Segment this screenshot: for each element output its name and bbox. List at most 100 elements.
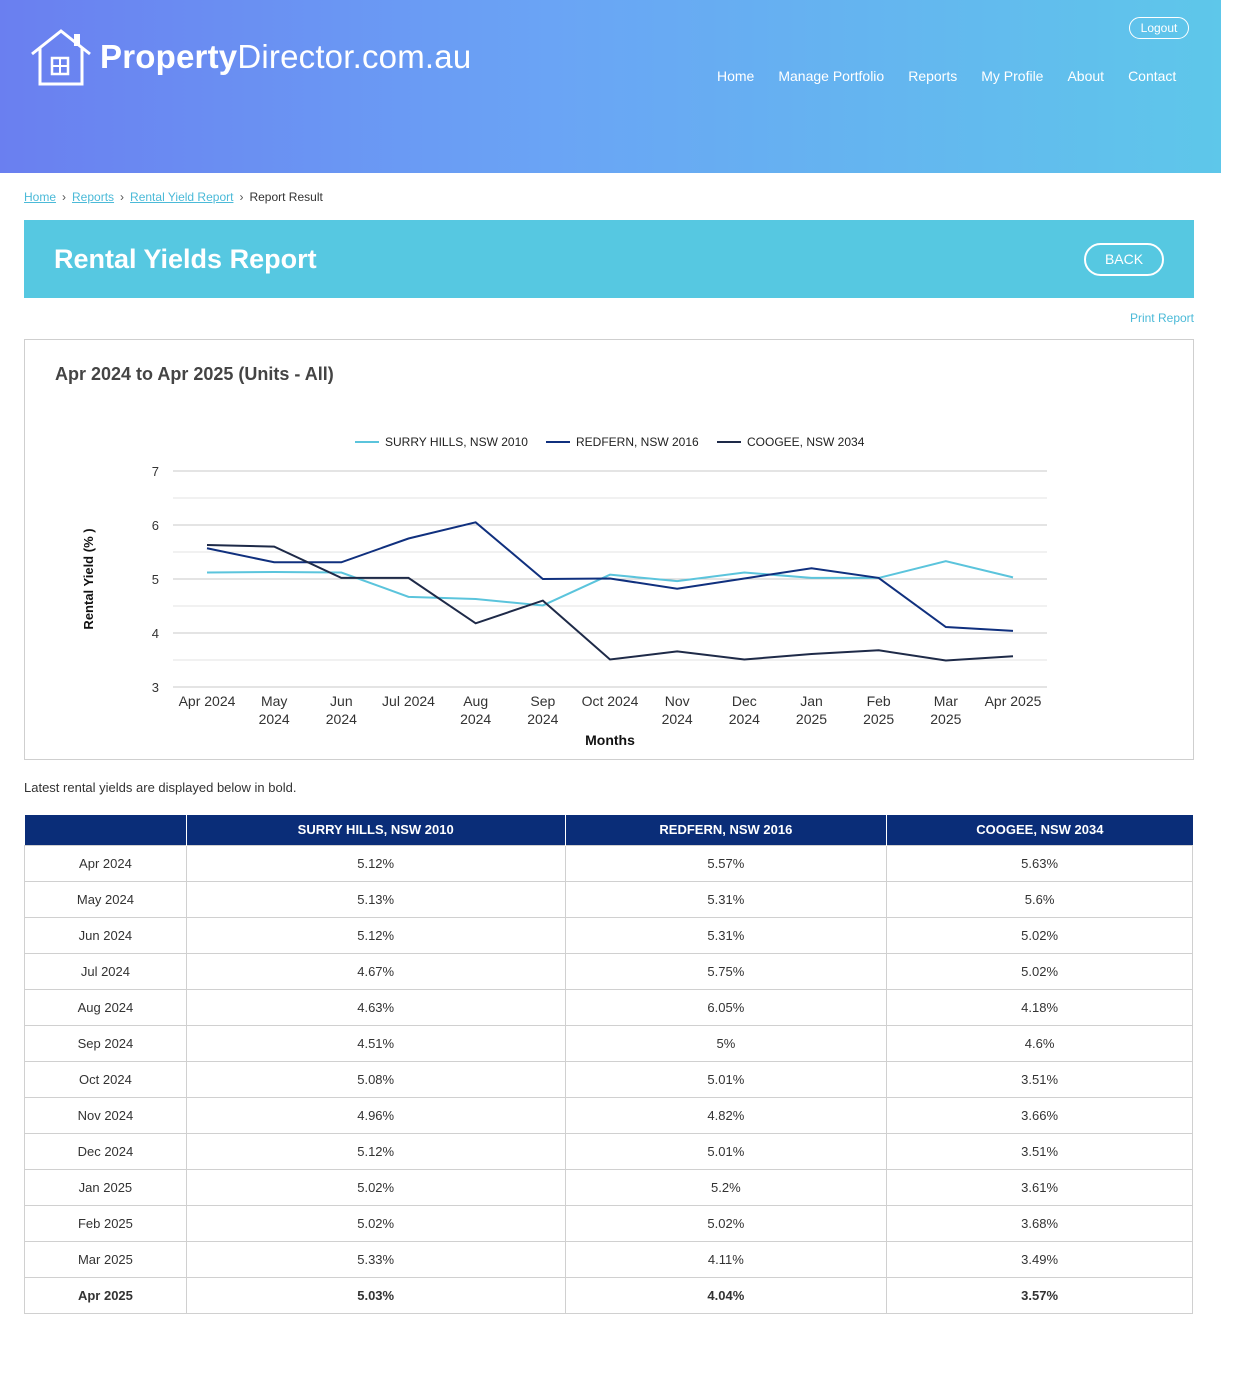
- table-header-row: SURRY HILLS, NSW 2010 REDFERN, NSW 2016 …: [24, 815, 1193, 845]
- table-cell: 3.51%: [886, 1132, 1193, 1170]
- legend-label: SURRY HILLS, NSW 2010: [385, 435, 528, 449]
- table-cell: 4.67%: [185, 952, 566, 990]
- table-cell: May 2024: [24, 880, 187, 918]
- y-tick-label: 4: [152, 626, 159, 641]
- table-cell: 5.03%: [185, 1276, 566, 1314]
- table-cell: 5.13%: [185, 880, 566, 918]
- nav-home[interactable]: Home: [717, 68, 755, 84]
- x-tick-label: Nov 2024: [662, 693, 693, 727]
- table-cell: 4.11%: [564, 1240, 888, 1278]
- series-line: [206, 560, 1014, 607]
- chevron-right-icon: ›: [239, 190, 244, 204]
- nav-reports[interactable]: Reports: [908, 68, 958, 84]
- logout-button[interactable]: Logout: [1129, 17, 1189, 39]
- table-cell: Nov 2024: [24, 1096, 187, 1134]
- table-cell: 5.12%: [185, 844, 566, 882]
- table-cell: 4.18%: [886, 988, 1193, 1026]
- table-cell: 4.82%: [564, 1096, 888, 1134]
- table-cell: Jan 2025: [24, 1168, 187, 1206]
- breadcrumb-reports[interactable]: Reports: [72, 190, 115, 204]
- nav-about[interactable]: About: [1067, 68, 1105, 84]
- site-header: PropertyDirector.com.au Logout Home Mana…: [0, 0, 1221, 173]
- x-tick-label: Sep 2024: [527, 693, 558, 727]
- y-tick-label: 5: [152, 572, 159, 587]
- report-banner: Rental Yields Report BACK: [24, 220, 1194, 298]
- table-note: Latest rental yields are displayed below…: [24, 780, 297, 795]
- x-axis-title: Months: [585, 732, 635, 748]
- table-cell: 5.02%: [886, 916, 1193, 954]
- table-cell: Jul 2024: [24, 952, 187, 990]
- y-axis-title: Rental Yield (% ): [81, 528, 96, 629]
- x-tick-label: May 2024: [259, 693, 290, 727]
- breadcrumb-rental-yield-report[interactable]: Rental Yield Report: [130, 190, 234, 204]
- table-cell: Apr 2024: [24, 844, 187, 882]
- table-cell: 4.63%: [185, 988, 566, 1026]
- table-row: Feb 2025 5.02% 5.02% 3.68%: [24, 1204, 1193, 1242]
- breadcrumb: Home › Reports › Rental Yield Report › R…: [24, 190, 323, 204]
- table-row: Oct 2024 5.08% 5.01% 3.51%: [24, 1060, 1193, 1098]
- table-row: Jul 2024 4.67% 5.75% 5.02%: [24, 952, 1193, 990]
- table-row: May 2024 5.13% 5.31% 5.6%: [24, 880, 1193, 918]
- table-cell: 5.12%: [185, 916, 566, 954]
- table-cell: 4.04%: [564, 1276, 888, 1314]
- table-cell: 3.68%: [886, 1204, 1193, 1242]
- x-tick-label: Apr 2025: [985, 693, 1042, 709]
- logo-text: PropertyDirector.com.au: [100, 38, 472, 75]
- table-cell: 5.57%: [564, 844, 888, 882]
- x-tick-label: Jun 2024: [326, 693, 357, 727]
- table-cell: Mar 2025: [24, 1240, 187, 1278]
- table-cell: 5.12%: [185, 1132, 566, 1170]
- x-tick-label: Dec 2024: [729, 693, 760, 727]
- back-button[interactable]: BACK: [1084, 243, 1164, 276]
- nav-contact[interactable]: Contact: [1128, 68, 1177, 84]
- chart-title: Apr 2024 to Apr 2025 (Units - All): [55, 364, 334, 384]
- table-header-cell: SURRY HILLS, NSW 2010: [185, 815, 565, 845]
- breadcrumb-home[interactable]: Home: [24, 190, 57, 204]
- main-nav: Home Manage Portfolio Reports My Profile…: [705, 68, 1188, 84]
- table-cell: 3.49%: [886, 1240, 1193, 1278]
- x-tick-label: Oct 2024: [582, 693, 639, 709]
- table-cell: Apr 2025: [24, 1276, 187, 1314]
- table-cell: 5.63%: [886, 844, 1193, 882]
- table-header-cell: REDFERN, NSW 2016: [564, 815, 887, 845]
- table-cell: 5.75%: [564, 952, 888, 990]
- table-cell: Aug 2024: [24, 988, 187, 1026]
- x-tick-label: Feb 2025: [863, 693, 894, 727]
- table-row: Mar 2025 5.33% 4.11% 3.49%: [24, 1240, 1193, 1278]
- print-report-link[interactable]: Print Report: [1129, 311, 1194, 325]
- table-row: Jun 2024 5.12% 5.31% 5.02%: [24, 916, 1193, 954]
- table-cell: Oct 2024: [24, 1060, 187, 1098]
- house-icon: [31, 29, 91, 86]
- table-row: Sep 2024 4.51% 5% 4.6%: [24, 1024, 1193, 1062]
- legend-label: REDFERN, NSW 2016: [576, 435, 699, 449]
- table-row: Jan 2025 5.02% 5.2% 3.61%: [24, 1168, 1193, 1206]
- table-cell: 5.02%: [886, 952, 1193, 990]
- table-cell: 5.6%: [886, 880, 1193, 918]
- table-cell: 6.05%: [564, 988, 888, 1026]
- page-title: Rental Yields Report: [54, 244, 317, 274]
- breadcrumb-current: Report Result: [249, 190, 323, 204]
- table-cell: 4.6%: [886, 1024, 1193, 1062]
- table-cell: 5.02%: [185, 1168, 566, 1206]
- nav-my-profile[interactable]: My Profile: [981, 68, 1044, 84]
- table-row: Dec 2024 5.12% 5.01% 3.51%: [24, 1132, 1193, 1170]
- x-tick-label: Jan 2025: [796, 693, 827, 727]
- yield-table: SURRY HILLS, NSW 2010 REDFERN, NSW 2016 …: [24, 815, 1193, 1314]
- series-line: [206, 543, 1014, 662]
- table-cell: 5.01%: [564, 1132, 888, 1170]
- table-header-cell: COOGEE, NSW 2034: [886, 815, 1193, 845]
- table-cell: 3.66%: [886, 1096, 1193, 1134]
- table-cell: Feb 2025: [24, 1204, 187, 1242]
- y-tick-label: 7: [152, 464, 159, 479]
- table-cell: 3.57%: [886, 1276, 1193, 1314]
- site-logo[interactable]: PropertyDirector.com.au: [30, 28, 471, 86]
- table-row: Apr 2025 5.03% 4.04% 3.57%: [24, 1276, 1193, 1314]
- table-cell: 5.31%: [564, 916, 888, 954]
- x-tick-label: Mar 2025: [930, 693, 961, 727]
- table-cell: 5.02%: [185, 1204, 566, 1242]
- table-row: Aug 2024 4.63% 6.05% 4.18%: [24, 988, 1193, 1026]
- chart-panel: Apr 2024 to Apr 2025 (Units - All) 3 4 5 6 7…: [24, 339, 1194, 760]
- table-cell: 4.51%: [185, 1024, 566, 1062]
- nav-manage-portfolio[interactable]: Manage Portfolio: [778, 68, 885, 84]
- table-cell: Dec 2024: [24, 1132, 187, 1170]
